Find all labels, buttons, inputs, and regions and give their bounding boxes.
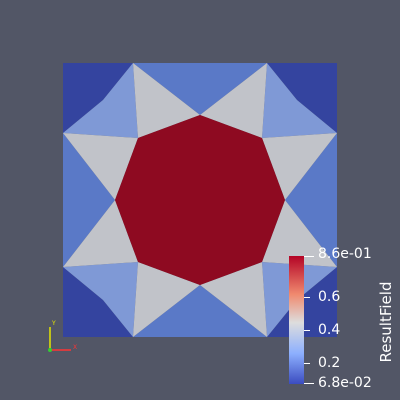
mesh-star-left-bottom xyxy=(63,200,138,267)
mesh-edge-top xyxy=(133,63,267,115)
mesh-center-octagon xyxy=(115,115,285,285)
legend-tick-label: 0.4 xyxy=(318,322,341,338)
legend-tick-label: 0.2 xyxy=(318,355,341,371)
mesh-edge-left xyxy=(63,133,115,267)
mesh-corner-bottom-left xyxy=(63,267,133,337)
mesh-star-right-bottom xyxy=(262,200,337,267)
legend-max-label: 8.6e-01 xyxy=(318,246,372,262)
mesh-transition-tr xyxy=(262,63,337,138)
legend-tick-0-4 xyxy=(304,330,310,331)
legend-tick-0-2 xyxy=(304,363,310,364)
mesh-transition-br xyxy=(262,262,337,337)
mesh-star-left-top xyxy=(63,133,138,200)
mesh-corner-top-right xyxy=(267,63,337,133)
legend-tick-max xyxy=(304,256,314,257)
legend-tick-0-6 xyxy=(304,297,310,298)
orientation-axes xyxy=(48,327,71,352)
mesh-star-right-top xyxy=(262,133,337,200)
mesh-star-bottom-left xyxy=(133,262,200,337)
legend-tick-label: 0.6 xyxy=(318,289,341,305)
legend-min-label: 6.8e-02 xyxy=(318,375,372,391)
mesh-corner-top-left xyxy=(63,63,133,133)
mesh-edge-right xyxy=(285,133,337,267)
mesh-star-top-right xyxy=(200,63,267,138)
legend-title: ResultField xyxy=(377,281,395,363)
mesh-transition-tl xyxy=(63,63,138,138)
mesh-star-bottom-right xyxy=(200,262,267,337)
mesh-edge-bottom xyxy=(133,285,267,337)
mesh-star-top-left xyxy=(133,63,200,138)
axis-y-label: Y xyxy=(52,320,56,327)
color-legend-bar xyxy=(289,256,304,384)
mesh-transition-bl xyxy=(63,262,138,337)
legend-tick-min xyxy=(304,383,314,384)
axis-x-label: X xyxy=(73,344,78,351)
